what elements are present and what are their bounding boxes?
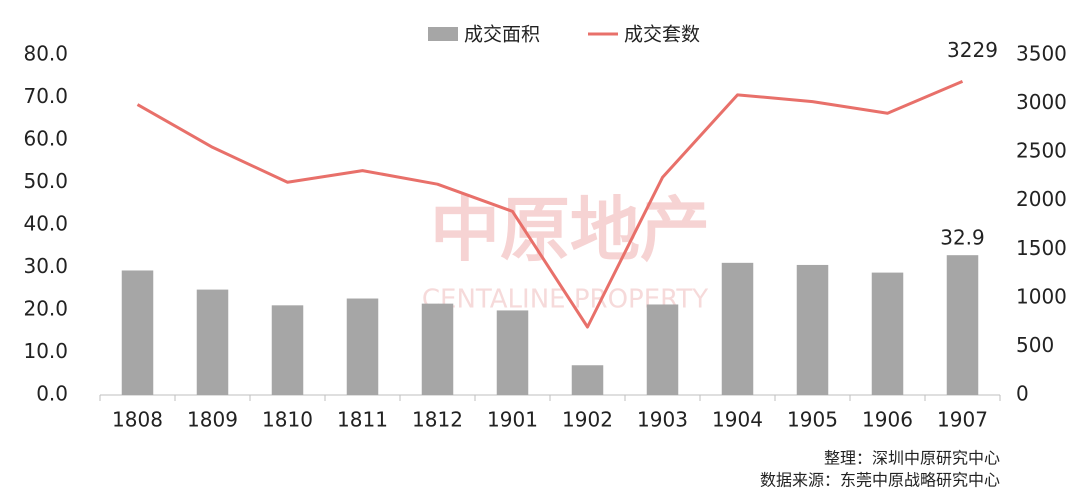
- bar: [871, 272, 904, 395]
- legend-label: 成交套数: [624, 24, 700, 46]
- y-tick-label: 0.0: [36, 382, 68, 406]
- bar: [796, 264, 829, 395]
- watermark: 中原地产: [430, 189, 710, 271]
- bar: [346, 298, 379, 395]
- legend-swatch: [428, 27, 458, 41]
- y2-tick-label: 3500: [1016, 42, 1067, 66]
- y2-tick-label: 1500: [1016, 236, 1067, 260]
- y2-tick-label: 2000: [1016, 187, 1067, 211]
- y2-tick-label: 1000: [1016, 284, 1067, 308]
- bar: [721, 262, 754, 395]
- bar: [571, 365, 604, 395]
- bar: [646, 304, 679, 395]
- y-tick-label: 10.0: [23, 339, 68, 363]
- x-tick-label: 1808: [112, 408, 163, 432]
- x-tick-label: 1903: [637, 408, 688, 432]
- x-tick-label: 1905: [787, 408, 838, 432]
- x-tick-label: 1810: [262, 408, 313, 432]
- line: [136, 79, 964, 329]
- y-tick-label: 40.0: [23, 212, 68, 236]
- bar: [946, 255, 979, 395]
- x-tick-label: 1809: [187, 408, 238, 432]
- bar: [196, 289, 229, 395]
- y-tick-label: 80.0: [23, 42, 68, 66]
- y-tick-label: 20.0: [23, 297, 68, 321]
- bar: [421, 303, 454, 395]
- y2-tick-label: 2500: [1016, 139, 1067, 163]
- note: 数据来源：东莞中原战略研究中心: [760, 471, 1000, 490]
- data-label: 32.9: [940, 226, 985, 250]
- y-tick-label: 30.0: [23, 254, 68, 278]
- y2-tick-label: 3000: [1016, 90, 1067, 114]
- x-tick-label: 1811: [337, 408, 388, 432]
- data-label: 3229: [947, 38, 998, 62]
- x-tick-label: 1907: [937, 408, 988, 432]
- legend-label: 成交面积: [464, 24, 540, 46]
- bar: [271, 305, 304, 395]
- x-tick-label: 1902: [562, 408, 613, 432]
- y-tick-label: 50.0: [23, 169, 68, 193]
- x-tick-label: 1906: [862, 408, 913, 432]
- y-tick-label: 60.0: [23, 127, 68, 151]
- bar: [121, 270, 154, 395]
- bar: [496, 310, 529, 395]
- note: 整理：深圳中原研究中心: [824, 449, 1000, 468]
- y-tick-label: 70.0: [23, 84, 68, 108]
- x-tick-label: 1901: [487, 408, 538, 432]
- y2-tick-label: 0: [1016, 382, 1029, 406]
- x-tick-label: 1904: [712, 408, 763, 432]
- y2-tick-label: 500: [1016, 333, 1054, 357]
- x-tick-label: 1812: [412, 408, 463, 432]
